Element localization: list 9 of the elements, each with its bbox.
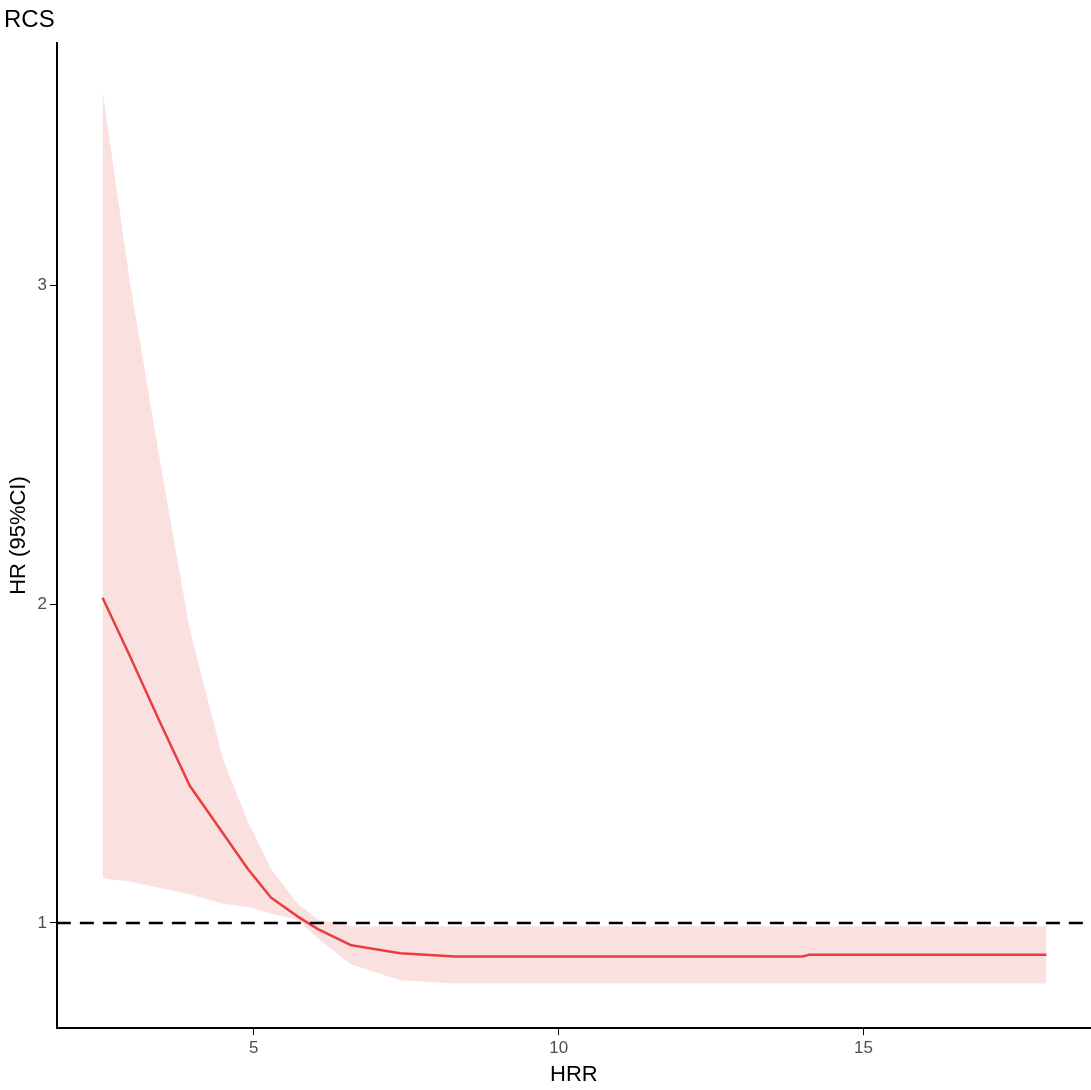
y-tick-label: 3 <box>37 274 47 294</box>
y-tick-label: 1 <box>37 912 47 932</box>
y-tick-label: 2 <box>37 593 47 613</box>
x-tick-label: 5 <box>249 1038 259 1058</box>
x-axis-title: HRR <box>550 1060 598 1086</box>
y-axis-title: HR (95%CI) <box>5 476 31 595</box>
chart-title: RCS <box>4 5 55 33</box>
x-tick-label: 10 <box>549 1038 569 1058</box>
x-tick-label: 15 <box>854 1038 874 1058</box>
